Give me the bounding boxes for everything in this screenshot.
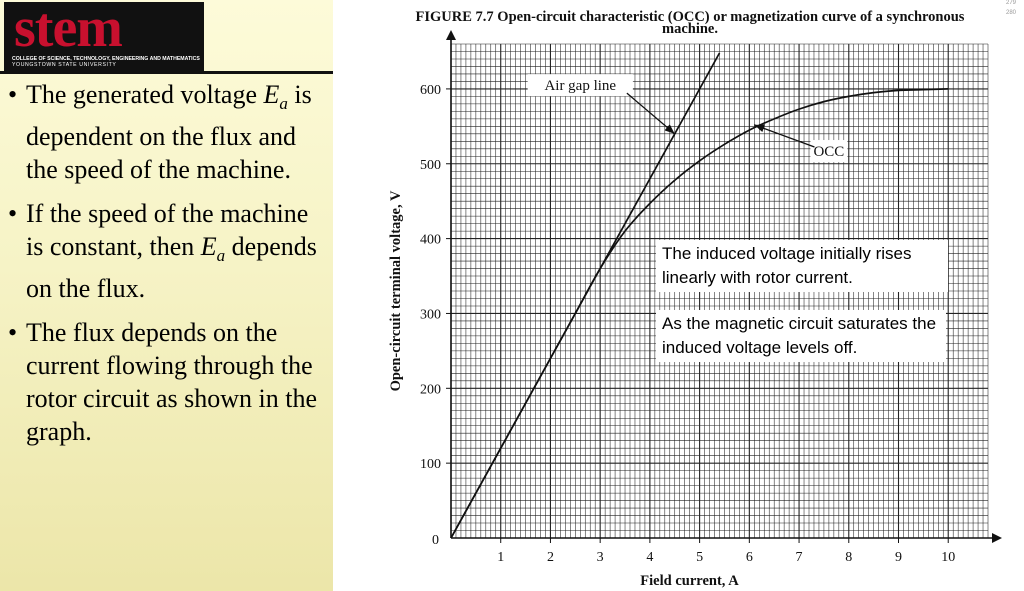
stem-logo: stem COLLEGE OF SCIENCE, TECHNOLOGY, ENG… [4, 2, 204, 74]
y-tick-label: 400 [420, 233, 441, 248]
bullet-list: The generated voltage Ea is dependent on… [6, 78, 331, 459]
origin-label: 0 [432, 533, 439, 548]
x-tick-label: 7 [796, 550, 803, 565]
y-tick-label: 100 [420, 457, 441, 472]
x-tick-label: 4 [646, 550, 653, 565]
logo-wordmark: stem [14, 2, 123, 59]
page-number-a: 279 [1005, 0, 1016, 6]
x-tick-label: 1 [497, 550, 504, 565]
air-gap-label-bg [527, 74, 633, 97]
page-number-b: 280 [1005, 10, 1016, 16]
x-axis-label: Field current, A [640, 573, 739, 589]
y-tick-label: 300 [420, 307, 441, 322]
y-axis-arrow [446, 30, 456, 40]
bullet-item: The generated voltage Ea is dependent on… [6, 78, 331, 186]
occ-label-arrowhead [754, 124, 766, 133]
occ-curve [450, 88, 949, 539]
y-tick-label: 600 [420, 83, 441, 98]
air-gap-label-arrowhead [664, 124, 675, 134]
logo-university-line: YOUNGSTOWN STATE UNIVERSITY [12, 62, 117, 68]
logo-college-line: COLLEGE OF SCIENCE, TECHNOLOGY, ENGINEER… [12, 56, 200, 62]
y-tick-label: 500 [420, 158, 441, 173]
y-tick-label: 200 [420, 382, 441, 397]
bullet-item: The flux depends on the current flowing … [6, 316, 331, 448]
occ-label-bg [810, 140, 848, 163]
occ-label-arrow [754, 124, 815, 148]
x-axis-arrow [992, 533, 1002, 543]
note-linear-rise: The induced voltage initially rises line… [656, 240, 948, 292]
y-axis-label: Open-circuit terminal voltage, V [388, 190, 404, 391]
left-panel: stem COLLEGE OF SCIENCE, TECHNOLOGY, ENG… [0, 0, 333, 591]
x-tick-label: 9 [895, 550, 902, 565]
logo-divider [0, 71, 333, 74]
x-tick-label: 8 [845, 550, 852, 565]
x-tick-label: 6 [746, 550, 753, 565]
x-tick-label: 3 [597, 550, 604, 565]
chart-title: FIGURE 7.7 Open-circuit characteristic (… [415, 9, 965, 37]
air-gap-label: Air gap line [544, 78, 616, 94]
bullet-item: If the speed of the machine is constant,… [6, 197, 331, 305]
x-tick-label: 10 [941, 550, 955, 565]
note-saturation: As the magnetic circuit saturates the in… [656, 310, 946, 362]
occ-label: OCC [813, 144, 844, 160]
x-tick-label: 2 [547, 550, 554, 565]
air-gap-label-arrow [626, 92, 676, 135]
x-tick-label: 5 [696, 550, 703, 565]
